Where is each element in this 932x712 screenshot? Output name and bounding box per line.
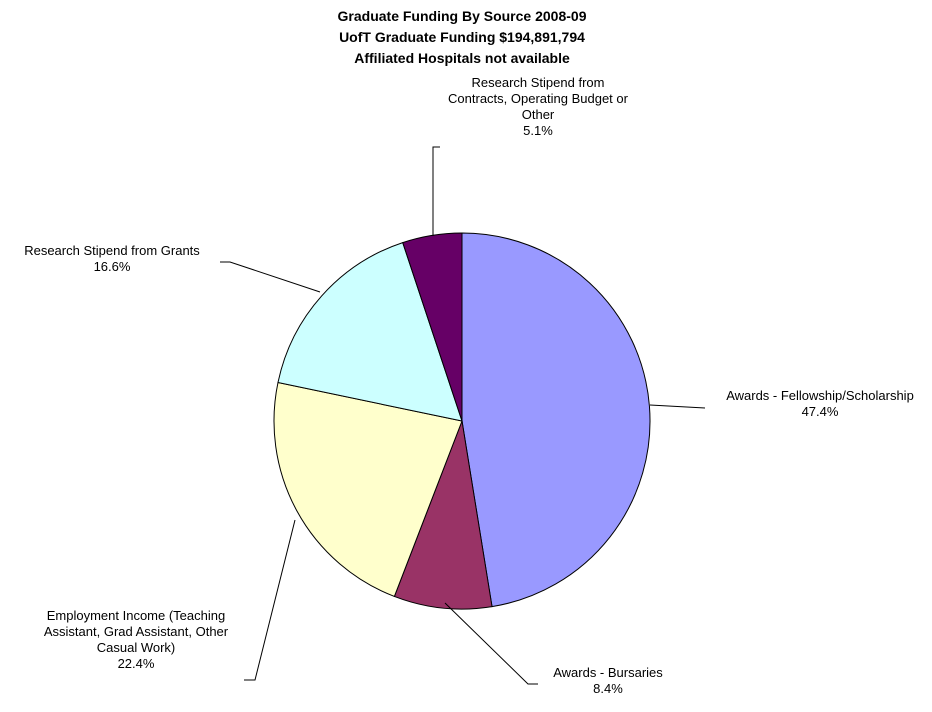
slice-value-label: 8.4%	[593, 681, 623, 696]
pie-slice-4	[277, 241, 463, 422]
pie-slice-3	[273, 381, 463, 598]
pie-slices	[273, 232, 651, 610]
leader-lines	[220, 146, 706, 685]
slice-label-5: Research Stipend from Contracts, Operatin…	[448, 75, 629, 138]
pie-slice-5	[402, 232, 463, 422]
slice-label-3: Employment Income (Teaching Assistant, Gr…	[44, 608, 229, 671]
leader-line-2	[444, 602, 538, 685]
leader-line-4	[220, 261, 321, 293]
slice-label-line: Research Stipend from	[472, 75, 605, 90]
slice-label-line: Other	[522, 107, 555, 122]
slice-labels: Awards - Fellowship/Scholarship 47.4%Awar…	[24, 75, 914, 696]
slice-value-label: 5.1%	[523, 123, 553, 138]
chart-title-line-2: UofT Graduate Funding $194,891,794	[339, 29, 585, 45]
slice-label-line: Contracts, Operating Budget or	[448, 91, 629, 106]
leader-line-5	[432, 146, 440, 236]
slice-label-line: Awards - Bursaries	[553, 665, 663, 680]
slice-label-4: Research Stipend from Grants 16.6%	[24, 243, 200, 274]
slice-value-label: 47.4%	[802, 404, 839, 419]
slice-label-line: Casual Work)	[97, 640, 176, 655]
slice-label-line: Employment Income (Teaching	[47, 608, 225, 623]
chart-title: Graduate Funding By Source 2008-09 UofT …	[338, 8, 587, 66]
chart-title-line-1: Graduate Funding By Source 2008-09	[338, 8, 587, 24]
slice-value-label: 16.6%	[94, 259, 131, 274]
chart-title-line-3: Affiliated Hospitals not available	[354, 50, 570, 66]
slice-label-line: Research Stipend from Grants	[24, 243, 200, 258]
slice-label-line: Assistant, Grad Assistant, Other	[44, 624, 229, 639]
slice-label-1: Awards - Fellowship/Scholarship 47.4%	[726, 388, 914, 419]
slice-label-line: Awards - Fellowship/Scholarship	[726, 388, 914, 403]
leader-line-1	[649, 404, 706, 409]
slice-value-label: 22.4%	[118, 656, 155, 671]
leader-line-3	[244, 519, 296, 681]
pie-slice-1	[461, 232, 651, 608]
pie-slice-2	[393, 419, 493, 610]
slice-label-2: Awards - Bursaries 8.4%	[553, 665, 663, 696]
